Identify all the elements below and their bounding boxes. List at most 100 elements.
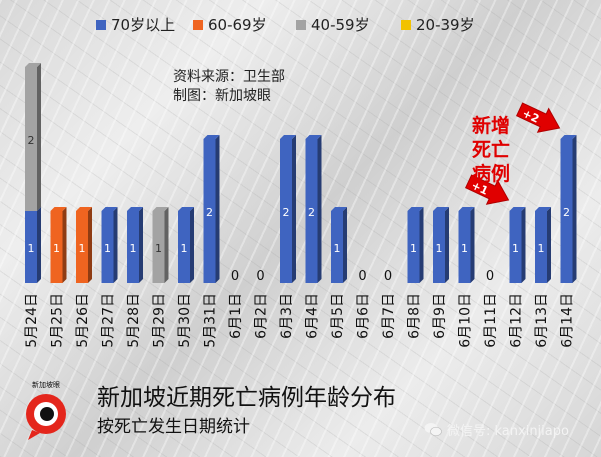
bar-top bbox=[127, 207, 143, 211]
bar-segment bbox=[305, 139, 318, 283]
bar-value-label: 1 bbox=[538, 242, 545, 255]
bar-side bbox=[419, 207, 424, 283]
bar-top bbox=[280, 135, 296, 139]
bar-segment bbox=[407, 211, 420, 283]
bar-top bbox=[407, 207, 424, 211]
bar-side bbox=[37, 63, 41, 211]
bar-top bbox=[458, 207, 475, 211]
callout-arrow bbox=[464, 174, 510, 205]
legend-label: 40-59岁 bbox=[311, 16, 370, 34]
zero-value-label: 0 bbox=[358, 269, 366, 284]
chart-title: 新加坡近期死亡病例年龄分布 bbox=[97, 385, 396, 411]
bar-segment bbox=[535, 211, 547, 283]
category-tick-label: 5月25日 bbox=[50, 293, 66, 348]
bar-segment bbox=[25, 67, 37, 211]
bar-side bbox=[113, 207, 118, 283]
zero-value-label: 0 bbox=[384, 269, 392, 284]
bar-value-label: 2 bbox=[28, 134, 35, 147]
category-tick-label: 6月3日 bbox=[279, 293, 295, 339]
legend-label: 70岁以上 bbox=[111, 16, 176, 34]
callout-arrow bbox=[515, 102, 561, 133]
bar-segment bbox=[50, 211, 63, 283]
bar-side bbox=[292, 135, 296, 283]
logo-text: 新加坡眼 bbox=[32, 381, 60, 389]
legend-swatch bbox=[193, 19, 203, 30]
bar-top bbox=[509, 207, 526, 211]
bar-segment bbox=[76, 211, 88, 283]
bar-side bbox=[343, 207, 347, 283]
bar-value-label: 1 bbox=[512, 242, 519, 255]
bar-top bbox=[433, 207, 449, 211]
bar-side bbox=[547, 207, 551, 283]
bar-value-label: 1 bbox=[334, 242, 341, 255]
bar-side bbox=[190, 207, 194, 283]
wechat-id: 微信号: kanxinjiapo bbox=[447, 424, 569, 439]
bar-value-label: 1 bbox=[104, 242, 111, 255]
bar-segment bbox=[203, 139, 216, 283]
category-tick-label: 6月14日 bbox=[560, 293, 576, 348]
category-tick-label: 6月6日 bbox=[356, 293, 372, 339]
bar-top bbox=[203, 135, 220, 139]
category-tick-label: 6月5日 bbox=[330, 293, 346, 339]
bar-value-label: 1 bbox=[410, 242, 417, 255]
bar-value-label: 1 bbox=[130, 242, 137, 255]
bar-segment bbox=[509, 211, 522, 283]
bar-top bbox=[152, 207, 169, 211]
bar-segment bbox=[433, 211, 445, 283]
bar-segment bbox=[152, 211, 165, 283]
category-tick-label: 6月11日 bbox=[483, 293, 499, 348]
bar-side bbox=[470, 207, 475, 283]
category-tick-label: 5月26日 bbox=[75, 293, 91, 348]
xinjiapo-eye-logo-icon bbox=[26, 394, 66, 440]
bar-top bbox=[305, 135, 322, 139]
category-tick-label: 5月24日 bbox=[24, 293, 40, 348]
credit-line: 制图：新加坡眼 bbox=[173, 88, 271, 104]
category-tick-label: 5月31日 bbox=[203, 293, 219, 348]
legend-swatch bbox=[296, 19, 306, 30]
bar-segment bbox=[280, 139, 292, 283]
wechat-account: 微信号: kanxinjiapo bbox=[424, 420, 569, 439]
bar-value-label: 2 bbox=[563, 206, 570, 219]
new-deaths-annotation: 新增死亡病例 bbox=[471, 115, 510, 185]
legend-entry: 70岁以上 bbox=[96, 14, 175, 35]
category-tick-label: 6月12日 bbox=[509, 293, 525, 348]
bar-value-label: 2 bbox=[283, 206, 290, 219]
bar-segment bbox=[101, 211, 114, 283]
bar-top bbox=[178, 207, 194, 211]
chart-legend: 70岁以上 60-69岁 40-59岁 20-39岁 bbox=[0, 14, 601, 38]
bar-top bbox=[535, 207, 551, 211]
bar-value-label: 1 bbox=[181, 242, 188, 255]
bar-segment bbox=[25, 211, 37, 283]
bar-value-label: 1 bbox=[53, 242, 60, 255]
legend-swatch bbox=[401, 19, 411, 30]
bar-side bbox=[215, 135, 220, 283]
legend-label: 20-39岁 bbox=[416, 16, 475, 34]
source-line: 资料来源：卫生部 bbox=[173, 69, 285, 85]
bar-segment bbox=[458, 211, 471, 283]
bar-value-label: 1 bbox=[461, 242, 468, 255]
category-tick-label: 6月7日 bbox=[381, 293, 397, 339]
bar-segment bbox=[178, 211, 190, 283]
bar-side bbox=[37, 207, 41, 283]
bar-segment bbox=[560, 139, 573, 283]
bar-value-label: 1 bbox=[28, 242, 35, 255]
bar-top bbox=[560, 135, 577, 139]
callout-label: +1 bbox=[469, 179, 490, 198]
bar-top bbox=[76, 207, 92, 211]
bar-side bbox=[88, 207, 92, 283]
category-tick-label: 5月29日 bbox=[152, 293, 168, 348]
category-tick-label: 6月1日 bbox=[228, 293, 244, 339]
zero-value-label: 0 bbox=[256, 269, 264, 284]
category-tick-label: 6月8日 bbox=[407, 293, 423, 339]
bar-top bbox=[331, 207, 347, 211]
bar-side bbox=[139, 207, 143, 283]
bar-value-label: 1 bbox=[155, 242, 162, 255]
zero-value-label: 0 bbox=[486, 269, 494, 284]
legend-entry: 60-69岁 bbox=[193, 14, 267, 35]
bar-value-label: 1 bbox=[79, 242, 86, 255]
category-tick-label: 6月9日 bbox=[432, 293, 448, 339]
stacked-bar-chart: 1 2 5月24日 1 5月25日 1 5月26日 1 5月27日 1 5月28日 1 5月29日 1 5月… bbox=[24, 63, 577, 348]
category-tick-label: 6月10日 bbox=[458, 293, 474, 348]
bar-side bbox=[445, 207, 449, 283]
